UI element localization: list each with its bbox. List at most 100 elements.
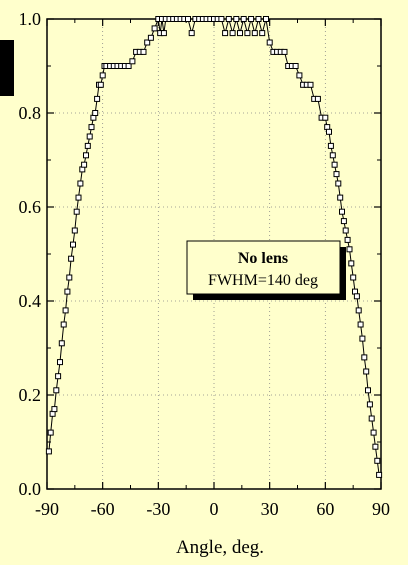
data-point: [68, 255, 75, 262]
data-point: [359, 335, 366, 342]
data-point: [326, 128, 332, 135]
data-point: [370, 429, 377, 436]
data-point: [346, 246, 353, 253]
data-point: [233, 16, 240, 22]
data-point: [94, 95, 101, 102]
data-point: [185, 16, 191, 22]
data-point: [331, 161, 338, 168]
data-point: [125, 63, 132, 69]
y-tick-labels: 0.0 0.2 0.4 0.6 0.8 1.0: [19, 9, 42, 499]
data-point: [75, 194, 82, 201]
data-point: [251, 30, 258, 37]
data-point: [255, 16, 262, 22]
data-point: [333, 171, 340, 178]
data-point: [99, 72, 106, 79]
x-tick-label: 60: [316, 499, 334, 519]
annotation-text: FWHM=140 deg: [208, 272, 318, 289]
data-point: [363, 368, 370, 375]
data-point: [51, 406, 58, 413]
data-point: [266, 39, 273, 46]
data-point: [188, 30, 195, 37]
data-point: [361, 354, 368, 361]
data-point: [81, 161, 88, 168]
data-point: [374, 457, 381, 464]
data-point: [322, 114, 329, 121]
data-point: [55, 373, 62, 380]
data-point: [58, 340, 65, 347]
data-point: [376, 471, 383, 478]
data-point: [263, 16, 269, 22]
data-point: [86, 133, 93, 140]
data-point: [144, 39, 151, 46]
data-point: [237, 30, 243, 37]
annotation-box: No lens FWHM=140 deg: [186, 240, 346, 300]
data-point: [45, 448, 52, 455]
data-point: [296, 72, 303, 79]
y-tick-label: 0.0: [19, 479, 42, 499]
annotation-title: No lens: [238, 250, 288, 267]
data-point: [71, 227, 78, 234]
x-tick-label: 30: [261, 499, 279, 519]
y-tick-label: 0.8: [19, 103, 42, 123]
data-point: [240, 16, 247, 22]
data-point: [129, 58, 136, 65]
data-point: [60, 321, 67, 328]
data-point: [366, 401, 373, 408]
annotation-background: [186, 240, 341, 295]
data-point: [47, 429, 54, 436]
data-point: [84, 142, 91, 149]
data-point: [83, 152, 89, 159]
data-point: [57, 359, 63, 366]
data-point: [339, 208, 345, 215]
y-tick-label: 1.0: [19, 9, 42, 29]
data-point: [342, 227, 349, 234]
data-point: [248, 16, 255, 22]
data-point: [355, 307, 362, 314]
data-point: [160, 30, 167, 37]
data-point: [70, 241, 76, 248]
x-tick-label: -60: [91, 499, 115, 519]
data-point: [53, 387, 60, 394]
x-tick-label: 90: [372, 499, 390, 519]
data-point: [229, 30, 236, 37]
x-tick-label: 0: [210, 499, 219, 519]
data-point: [77, 180, 84, 187]
data-point: [92, 110, 99, 116]
data-point: [62, 307, 69, 314]
data-point: [329, 152, 336, 159]
data-point: [66, 274, 73, 281]
data-point: [344, 236, 351, 243]
data-point: [307, 81, 314, 88]
data-point: [225, 16, 232, 22]
y-tick-label: 0.2: [19, 385, 42, 405]
data-point: [368, 415, 375, 422]
data-point: [340, 218, 347, 225]
data-point: [348, 260, 355, 267]
data-point: [327, 142, 334, 149]
y-tick-label: 0.6: [19, 197, 42, 217]
data-point: [151, 25, 158, 32]
data-point: [372, 443, 379, 450]
data-point: [218, 16, 225, 22]
data-point: [365, 387, 371, 394]
data-point: [292, 63, 299, 69]
data-point: [88, 124, 95, 131]
data-point: [140, 48, 147, 55]
data-point: [357, 321, 364, 328]
data-point: [259, 30, 266, 37]
y-tick-label: 0.4: [19, 291, 42, 311]
x-tick-labels: -90 -60 -30 0 30 60 90: [35, 499, 390, 519]
data-point: [314, 95, 321, 102]
x-tick-label: -90: [35, 499, 59, 519]
data-point: [244, 30, 251, 37]
data-point: [335, 180, 342, 187]
data-point: [350, 274, 357, 281]
data-point: [64, 288, 71, 295]
data-point: [337, 194, 344, 201]
data-point: [147, 34, 154, 41]
x-axis-title: Angle, deg.: [176, 537, 264, 558]
data-point: [73, 208, 80, 215]
data-point: [222, 30, 229, 37]
data-point: [281, 48, 288, 55]
